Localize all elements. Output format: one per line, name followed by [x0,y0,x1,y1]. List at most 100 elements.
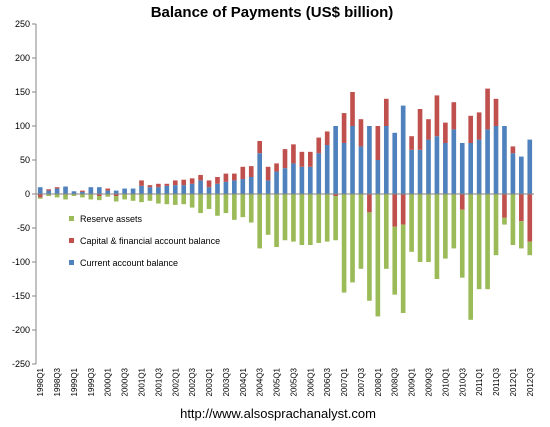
capital-bar [383,98,389,126]
current-bar [189,183,195,194]
current-bar [248,177,254,194]
current-bar [232,180,237,194]
reserve-bar [291,194,296,242]
reserve-bar [434,194,440,279]
current-bar [324,145,330,194]
capital-bar [367,194,372,213]
reserve-bar [257,194,262,249]
reserve-bar [105,194,111,197]
capital-bar [181,179,187,186]
current-bar [510,153,516,194]
capital-bar [232,173,237,181]
current-bar [417,149,423,194]
current-bar [493,126,499,194]
current-bar [350,126,355,194]
current-bar [198,180,203,194]
current-bar [443,143,448,194]
reserve-bar [71,194,77,197]
current-bar [172,185,178,194]
current-bar [113,190,119,194]
y-tick-label: 50 [20,155,30,165]
x-tick-label: 2008Q3 [391,367,400,396]
reserve-bar [265,194,271,235]
reserve-bar [181,194,187,205]
reserve-bar [333,196,338,241]
reserve-bar [493,194,499,256]
current-bar [265,180,271,194]
reserve-bar [156,194,161,204]
reserve-bar [443,194,448,259]
capital-bar [215,177,220,184]
capital-bar [308,151,313,167]
current-bar [451,129,457,194]
capital-bar [476,112,482,140]
reserve-bar [164,194,170,205]
reserve-bar [113,196,119,202]
current-bar [527,139,533,194]
x-tick-label: 2007Q3 [357,367,366,396]
reserve-bar [240,194,246,218]
current-bar [485,129,490,194]
capital-bar [443,122,448,143]
x-tick-label: 2012Q1 [509,367,518,396]
y-tick-label: 0 [25,189,30,199]
current-bar [206,187,212,194]
capital-bar [417,109,423,150]
current-bar [308,166,313,194]
capital-bar [54,187,60,189]
current-bar [130,188,136,194]
axes [35,24,534,364]
capital-bar [350,92,355,126]
capital-bar [316,137,322,154]
x-tick-label: 1998Q3 [53,367,62,396]
reserve-bar [80,194,85,198]
current-bar [476,139,482,194]
reserve-bar [409,194,414,252]
capital-bar [265,166,271,181]
y-tick-label: 250 [15,19,30,29]
reserve-bar [358,194,364,269]
capital-bar [291,144,296,164]
current-bar [392,132,398,194]
chart-title: Balance of Payments (US$ billion) [151,4,394,21]
reserve-bar [308,194,313,245]
current-bar [215,183,220,194]
y-tick-label: -150 [12,291,30,301]
current-bar [96,187,102,194]
x-tick-label: 2008Q1 [374,367,383,396]
x-tick-label: 2006Q3 [323,367,332,396]
current-bar [274,171,279,194]
reserve-bar [189,194,195,208]
reserve-bar [248,194,254,223]
x-tick-label: 2001Q1 [138,367,147,396]
capital-bar [96,194,102,197]
x-tick-label: 2012Q3 [526,367,535,396]
capital-bar [240,166,246,180]
capital-bar [333,194,338,197]
current-bar [46,190,51,194]
current-bar [375,160,381,194]
capital-bar [248,166,254,177]
current-bar [80,191,85,194]
capital-bar [223,173,229,182]
reserve-bar [299,194,305,245]
x-tick-label: 2005Q1 [273,367,282,396]
capital-bar [80,190,85,192]
current-bar [139,185,144,194]
reserve-bar [215,194,220,216]
x-tick-label: 2007Q1 [340,367,349,396]
y-tick-label: 100 [15,121,30,131]
capital-bar [37,194,43,198]
current-bar [426,139,431,194]
x-tick-label: 2011Q1 [475,367,484,395]
reserve-bar [400,224,406,313]
reserve-bar [206,194,212,209]
x-tick-label: 2009Q3 [424,367,433,396]
x-tick-label: 1999Q3 [87,367,96,396]
current-bar [409,149,414,194]
current-bar [519,156,524,194]
capital-bar [257,140,262,154]
current-bar [299,166,305,194]
capital-bar [493,98,499,126]
capital-bar [409,136,414,150]
